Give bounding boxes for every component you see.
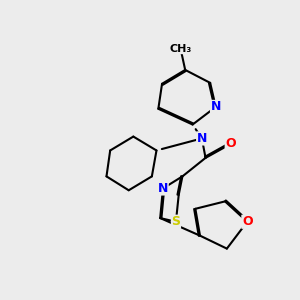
Text: CH₃: CH₃	[169, 44, 192, 54]
Text: S: S	[171, 215, 180, 228]
Text: O: O	[242, 215, 253, 228]
Text: O: O	[225, 137, 236, 151]
Text: N: N	[158, 182, 168, 195]
Text: N: N	[211, 100, 221, 113]
Text: N: N	[197, 132, 207, 145]
